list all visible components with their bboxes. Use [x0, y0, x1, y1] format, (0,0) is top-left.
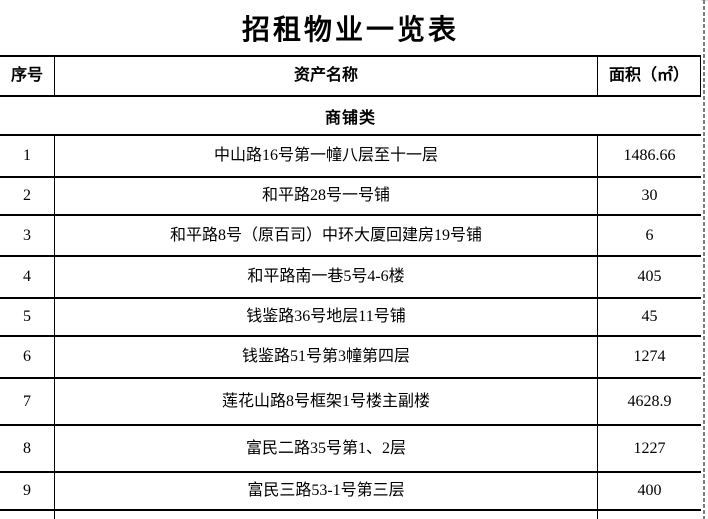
row-area: 405	[637, 268, 662, 285]
row-area: 1274	[633, 348, 666, 365]
row-area: 1486.66	[623, 147, 676, 164]
row-no: 4	[0, 257, 55, 297]
table-header-row: 序号 资产名称 面积（㎡）	[0, 57, 701, 97]
row-area: 4628.9	[627, 392, 672, 410]
page-title: 招租物业一览表	[0, 0, 701, 57]
row-asset-name: 富民二路35号第1、2层	[55, 426, 598, 471]
row-asset-name: 和平路8号（原百司）中环大厦回建房19号铺	[55, 216, 598, 255]
partial-next-row	[0, 511, 701, 519]
table-row: 1 中山路16号第一幢八层至十一层 1486.66	[0, 136, 701, 178]
table-body: 1 中山路16号第一幢八层至十一层 1486.66 2 和平路28号一号铺 30 3 和平路8…	[0, 136, 701, 511]
col-header-asset-name: 资产名称	[55, 57, 598, 95]
table-row: 5 钱鉴路36号地层11号铺 45	[0, 299, 701, 337]
table-row: 6 钱鉴路51号第3幢第四层 1274	[0, 337, 701, 379]
row-asset-name: 莲花山路8号框架1号楼主副楼	[55, 379, 598, 424]
partial-cell-area	[598, 511, 701, 519]
table-row: 7 莲花山路8号框架1号楼主副楼 4628.9	[0, 379, 701, 426]
row-area: 45	[641, 308, 658, 325]
table-row: 4 和平路南一巷5号4-6楼 405	[0, 257, 701, 299]
partial-cell-name	[55, 511, 598, 519]
row-asset-name: 和平路28号一号铺	[55, 178, 598, 214]
row-no: 1	[0, 136, 55, 176]
row-asset-name: 中山路16号第一幢八层至十一层	[55, 136, 598, 176]
page-break-dashed-line	[703, 0, 705, 519]
col-header-area: 面积（㎡）	[598, 57, 701, 95]
row-asset-name: 和平路南一巷5号4-6楼	[55, 257, 598, 297]
table-row: 2 和平路28号一号铺 30	[0, 178, 701, 216]
row-asset-name: 钱鉴路36号地层11号铺	[55, 299, 598, 335]
table-row: 8 富民二路35号第1、2层 1227	[0, 426, 701, 473]
row-area: 400	[637, 482, 662, 499]
row-asset-name: 钱鉴路51号第3幢第四层	[55, 337, 598, 377]
col-header-no: 序号	[0, 57, 55, 95]
row-area: 1227	[633, 439, 666, 457]
row-area: 30	[641, 187, 658, 204]
row-no: 2	[0, 178, 55, 214]
row-no: 9	[0, 473, 55, 509]
partial-cell-no	[0, 511, 55, 519]
table-row: 3 和平路8号（原百司）中环大厦回建房19号铺 6	[0, 216, 701, 257]
row-area: 6	[645, 226, 654, 244]
category-row-shops: 商铺类	[0, 97, 701, 136]
row-no: 5	[0, 299, 55, 335]
row-no: 6	[0, 337, 55, 377]
row-no: 8	[0, 426, 55, 471]
row-asset-name: 富民三路53-1号第三层	[55, 473, 598, 509]
table-row: 9 富民三路53-1号第三层 400	[0, 473, 701, 511]
row-no: 7	[0, 379, 55, 424]
row-no: 3	[0, 216, 55, 255]
